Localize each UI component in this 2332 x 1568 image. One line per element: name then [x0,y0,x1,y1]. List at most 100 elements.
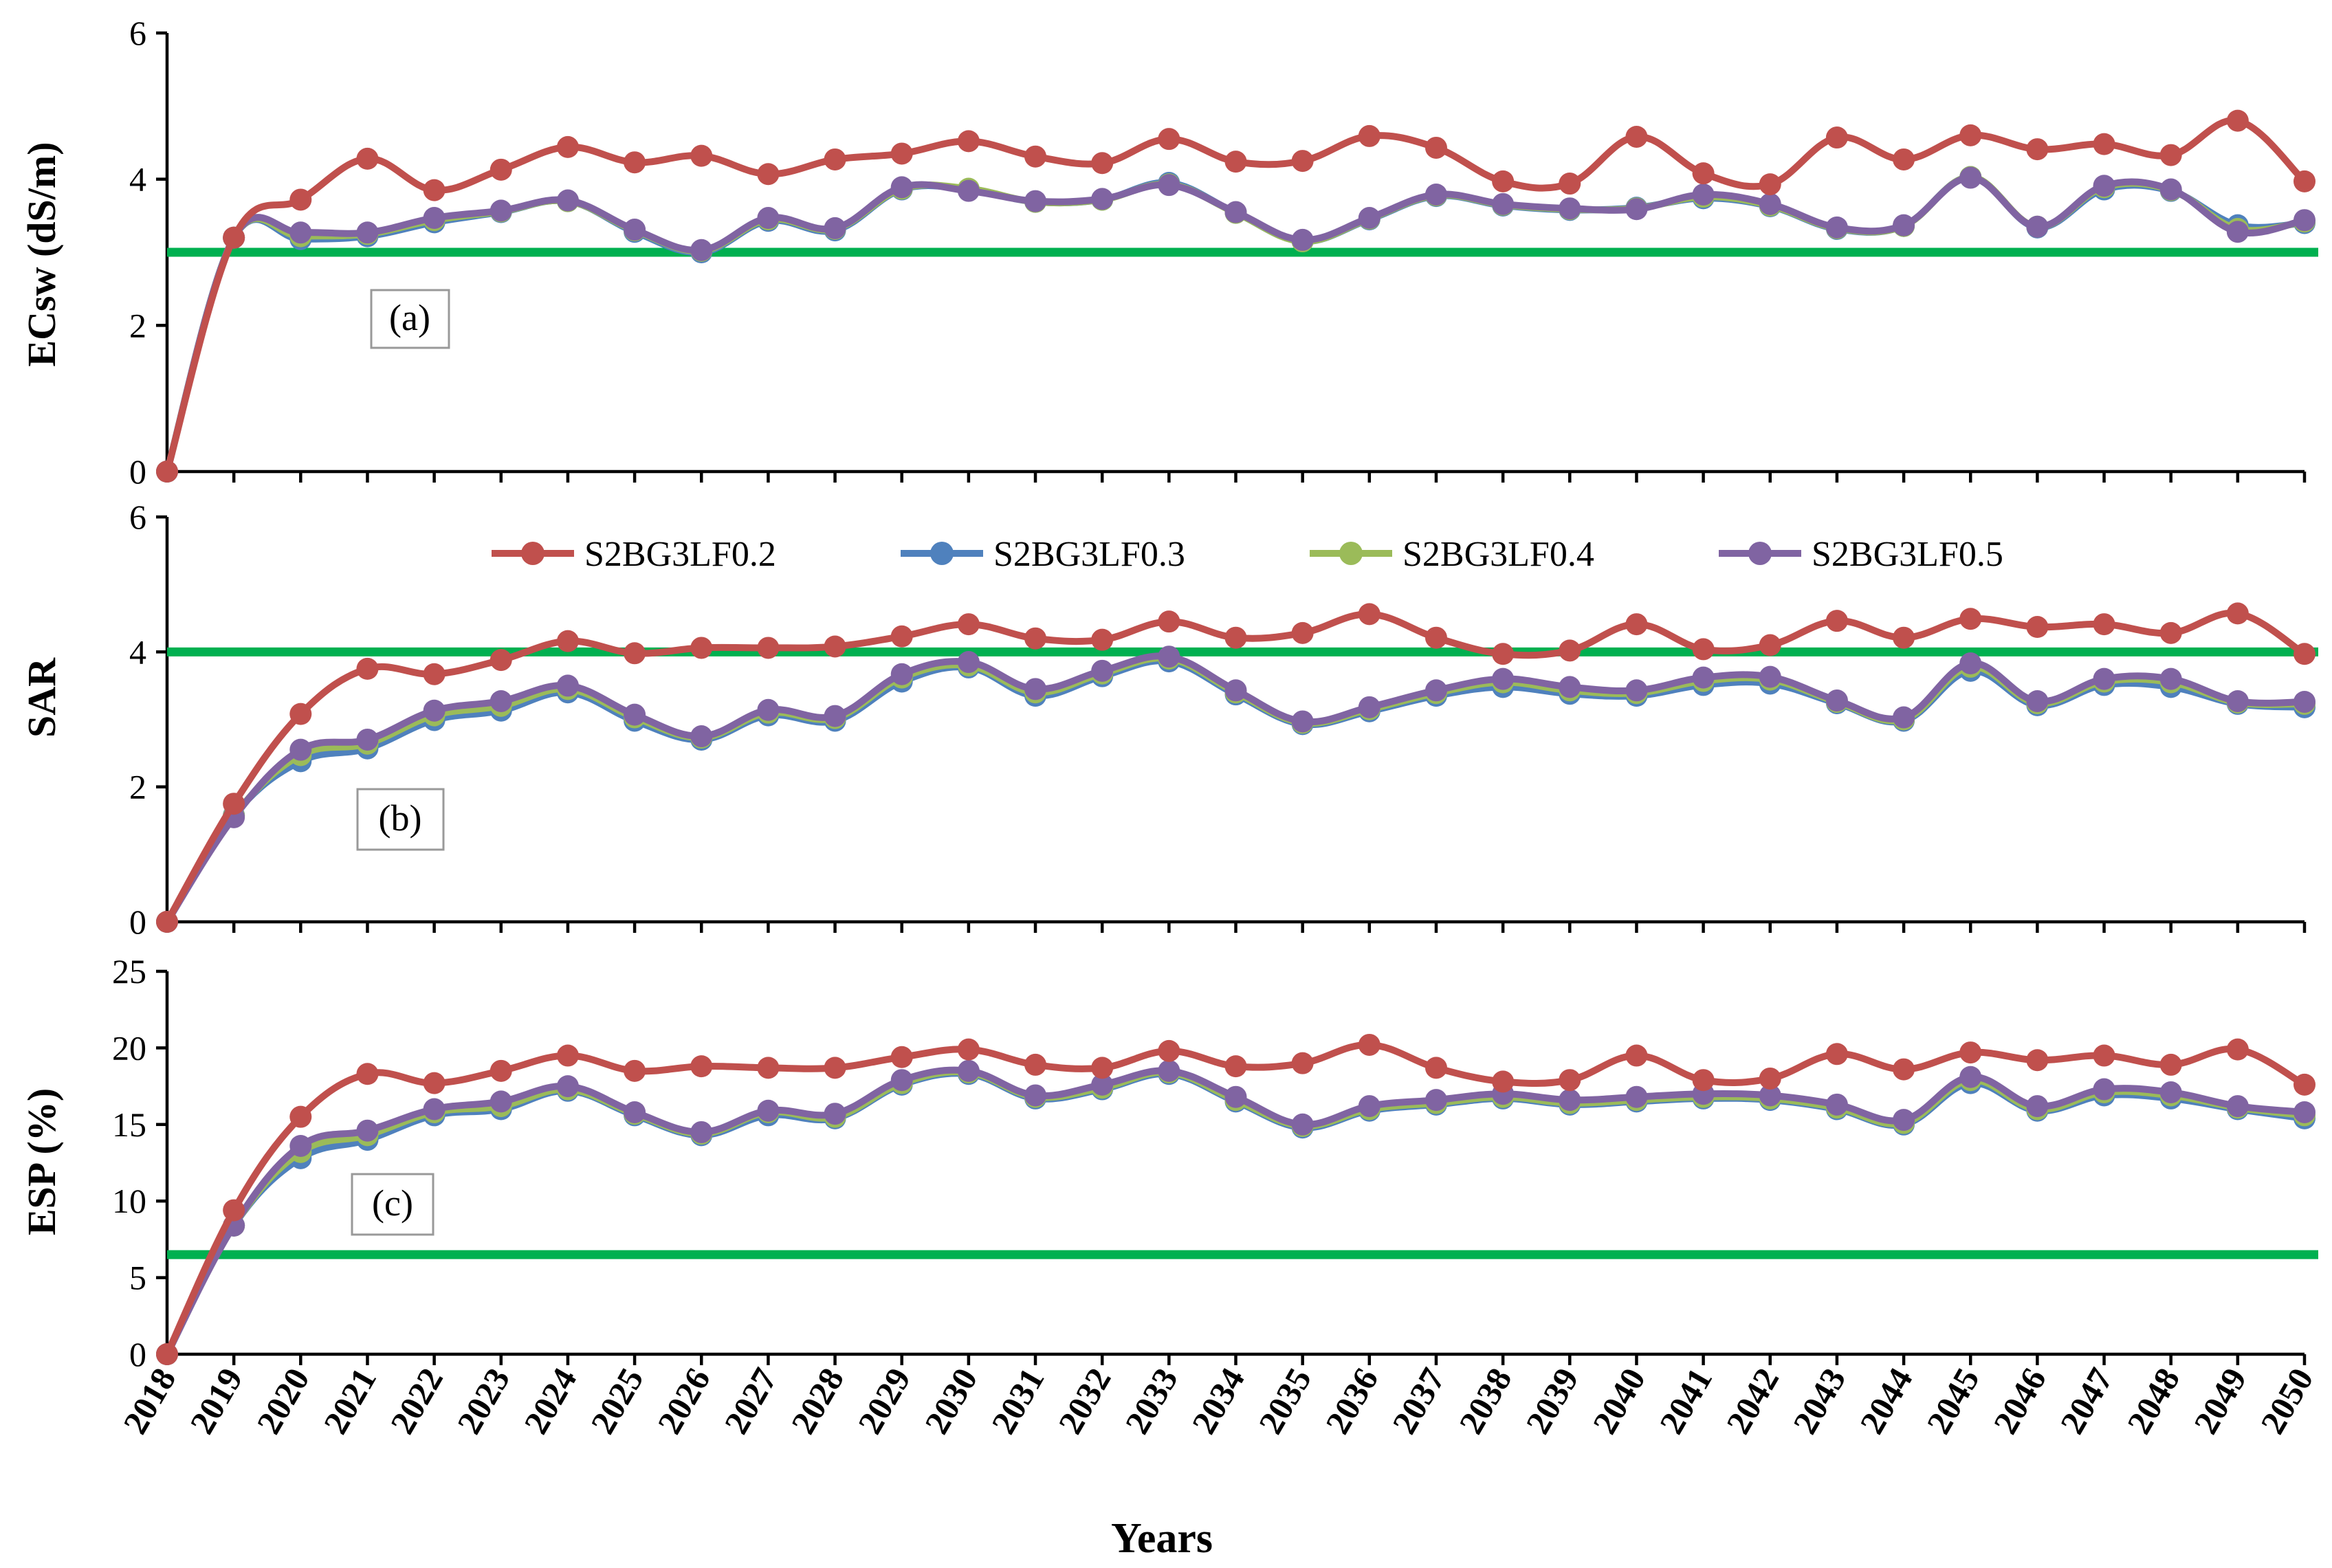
data-point [824,635,846,658]
x-tick-label: 2022 [383,1362,450,1441]
series-line [164,117,2308,475]
data-point [1224,1055,1247,1078]
data-point [757,207,780,230]
y-axis-label-sar: SAR [19,657,64,738]
data-point [1291,1113,1314,1136]
data-point [2093,613,2115,636]
data-point [1024,678,1047,700]
y-tick-label: 15 [112,1105,146,1144]
data-point [757,163,780,186]
data-point [957,1038,980,1061]
data-point [156,461,178,483]
data-point [824,1057,846,1079]
data-point [1692,162,1715,185]
y-tick-label: 0 [129,903,146,941]
data-point [2093,667,2115,690]
data-point [2159,621,2182,644]
x-tick-label: 2021 [316,1362,383,1441]
data-point [1358,603,1380,626]
x-tick-label: 2049 [2186,1362,2254,1441]
data-point [490,158,512,181]
data-point [490,649,512,672]
x-tick-label: 2050 [2253,1362,2320,1441]
data-point [1291,150,1314,173]
data-point [1358,1095,1380,1118]
legend-item-lf04: S2BG3LF0.4 [1310,535,1594,574]
data-point [2159,178,2182,201]
x-tick-label: 2048 [2120,1362,2187,1441]
x-tick-label: 2033 [1117,1362,1185,1441]
data-point [1358,207,1380,230]
data-point [223,1199,245,1222]
data-point [1825,689,1848,712]
x-tick-label: 2018 [116,1362,183,1441]
x-tick-label: 2035 [1251,1362,1319,1441]
data-point [1492,667,1515,690]
panel-label-b-text: (b) [379,797,422,839]
data-point [1759,665,1781,688]
legend-label-lf04: S2BG3LF0.4 [1402,535,1594,574]
x-tick-label: 2023 [450,1362,517,1441]
data-point [223,226,245,249]
data-point [1424,183,1447,206]
data-point [423,207,446,230]
data-point [356,1063,379,1085]
x-tick-label: 2020 [249,1362,316,1441]
y-tick-label: 20 [112,1028,146,1067]
data-point [2159,1053,2182,1076]
data-point [423,699,446,722]
y-axis-label-esp: ESP (%) [19,1088,64,1235]
data-point [890,176,913,199]
data-point [423,1072,446,1094]
legend-label-lf02: S2BG3LF0.2 [584,535,776,574]
data-point [1559,1069,1581,1092]
data-point [1091,188,1114,210]
panel-label-a: (a) [370,289,450,349]
x-tick-label: 2037 [1385,1362,1452,1441]
panel-a-ecsw: ECsw (dS/m) 0 2 4 6 [19,14,2318,491]
data-point [356,147,379,170]
data-point [2093,133,2115,155]
data-point [957,1059,980,1082]
data-point [1559,639,1581,662]
data-point [1692,638,1715,661]
data-point [1291,621,1314,644]
data-point [289,221,312,244]
data-point [289,188,312,211]
data-point [490,689,512,712]
data-point [1358,696,1380,718]
data-point [890,1046,913,1068]
x-tick-label: 2038 [1451,1362,1519,1441]
panel-c-esp: ESP (%) 0 5 10 15 20 25 [19,952,2318,1373]
data-point [556,1044,579,1067]
data-point [2294,170,2316,192]
data-point [2026,215,2049,238]
data-point [1559,197,1581,220]
data-point [289,1105,312,1128]
data-point [156,1343,178,1365]
data-point [2026,1095,2049,1118]
data-point [1759,173,1781,196]
data-point [1559,173,1581,195]
x-tick-label: 2019 [182,1362,250,1441]
data-point [1959,1065,1982,1088]
x-tick-label: 2043 [1785,1362,1853,1441]
data-point [1692,183,1715,206]
data-point [1959,608,1982,630]
data-point [1424,1057,1447,1079]
data-point [1692,666,1715,689]
data-point [2026,138,2049,161]
data-point [2093,1044,2115,1067]
data-point [1158,174,1180,197]
data-point [2294,690,2316,713]
data-point [890,625,913,648]
data-point [2159,144,2182,166]
data-point [556,630,579,652]
data-point [690,725,713,748]
data-point [423,179,446,201]
series-line [164,609,2308,925]
data-point [1825,126,1848,149]
y-tick-label: 6 [129,14,146,52]
panel-b-sar: SAR 0 2 4 6 [19,498,2318,941]
y-tick-label: 2 [129,306,146,344]
